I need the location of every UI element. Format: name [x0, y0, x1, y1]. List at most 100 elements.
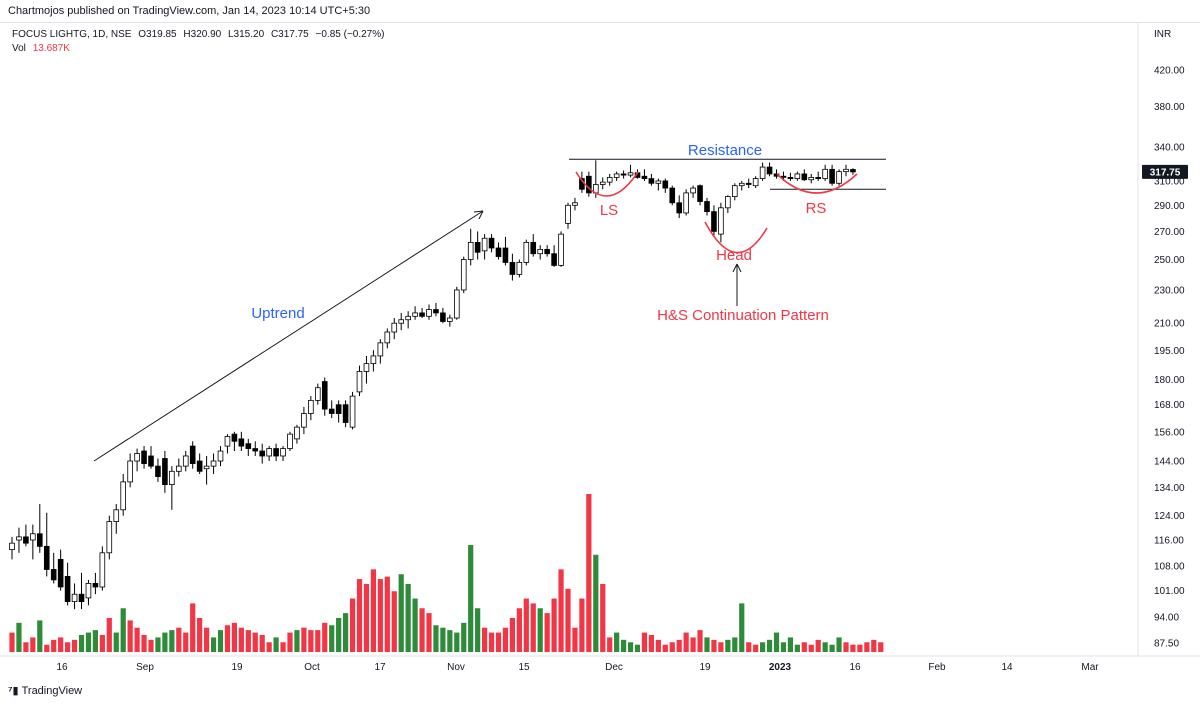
volume-bar — [370, 569, 376, 652]
candle-body — [572, 202, 578, 206]
volume-bar — [162, 632, 168, 652]
volume-bar — [447, 630, 453, 652]
candle-body — [175, 465, 182, 472]
volume-bar — [621, 639, 627, 652]
candle-body — [120, 481, 127, 511]
candle-body — [301, 413, 307, 428]
candle-body — [801, 173, 808, 181]
candle-body — [530, 241, 537, 255]
candle-body — [217, 450, 224, 462]
candle-body — [586, 175, 592, 194]
y-tick-label: 134.00 — [1154, 483, 1185, 494]
x-tick-label: 14 — [1001, 662, 1013, 673]
volume-bar — [864, 642, 870, 652]
candle-body — [690, 187, 696, 194]
volume-bar — [329, 625, 335, 652]
candle-body — [141, 450, 147, 464]
candle-body — [287, 433, 293, 449]
candle-body — [363, 363, 370, 372]
y-tick-label: 144.00 — [1154, 457, 1185, 468]
x-tick-label: 15 — [518, 662, 530, 673]
candle-body — [238, 438, 245, 447]
candle-body — [641, 175, 648, 179]
last-price-label: 317.75 — [1150, 167, 1181, 178]
volume-bar — [648, 634, 654, 652]
tradingview-logo[interactable]: ⁷▮ TradingView — [8, 684, 82, 697]
ohlc-close: C317.75 — [270, 29, 309, 40]
x-tick-label: 19 — [231, 662, 243, 673]
y-tick-label: 230.00 — [1154, 285, 1185, 296]
candle-body — [50, 569, 57, 581]
uptrend-arrow — [93, 210, 484, 462]
volume-bar — [85, 632, 92, 652]
candle-body — [280, 448, 286, 457]
volume-bar — [523, 598, 529, 652]
candle-body — [850, 169, 856, 173]
candle-body — [155, 465, 161, 477]
volume-bar — [801, 642, 807, 652]
price-chart[interactable]: Resistance Uptrend LS Head RS H&S Continuatio… — [0, 22, 1200, 678]
candle-body — [134, 453, 140, 462]
volume-bar — [294, 630, 300, 652]
y-tick-label: 270.00 — [1154, 227, 1185, 238]
candle-body — [516, 262, 523, 275]
volume-bar — [530, 603, 536, 652]
volume-bar — [502, 627, 509, 652]
candle-body — [433, 309, 439, 314]
volume-bar — [433, 625, 439, 652]
left-shoulder-label: LS — [600, 202, 618, 219]
candle-body — [460, 259, 467, 291]
volume-bar — [746, 642, 752, 652]
volume-bar — [509, 617, 515, 652]
volume-bar — [718, 642, 724, 652]
candle-body — [627, 172, 634, 176]
volume-bar — [176, 627, 182, 652]
volume-bar — [468, 545, 474, 652]
y-tick-label: 108.00 — [1154, 562, 1185, 573]
volume-bar — [183, 632, 189, 652]
candle-body — [426, 309, 432, 317]
volume-bar — [454, 632, 460, 652]
candle-body — [106, 521, 113, 554]
candle-body — [419, 312, 425, 317]
candle-body — [697, 185, 703, 202]
y-tick-label: 340.00 — [1154, 143, 1185, 154]
publisher-line: Chartmojos published on TradingView.com,… — [8, 5, 371, 17]
volume-bar — [655, 639, 661, 652]
volume-bar — [266, 642, 272, 652]
volume-bar — [711, 639, 717, 652]
volume-bar — [586, 494, 592, 652]
volume-bar — [377, 579, 383, 652]
candle-body — [16, 536, 22, 541]
symbol-name[interactable]: FOCUS LIGHTG, 1D, NSE — [12, 29, 132, 40]
tv-logo-text: TradingView — [21, 685, 83, 697]
candle-body — [342, 404, 349, 423]
candle-body — [759, 166, 766, 179]
candle-body — [224, 436, 231, 447]
volume-bar — [204, 627, 210, 652]
volume-bar — [676, 639, 682, 652]
volume-bar — [627, 642, 634, 652]
volume-bar — [739, 603, 745, 652]
candle-body — [745, 182, 752, 185]
symbol-legend: FOCUS LIGHTG, 1D, NSE O319.85 H320.90 L3… — [12, 28, 388, 56]
candle-body — [481, 237, 488, 252]
candle-body — [822, 168, 828, 179]
candle-body — [99, 552, 106, 588]
pattern-arrowhead — [732, 263, 742, 273]
volume-bar — [412, 598, 418, 652]
volume-bar — [760, 642, 766, 652]
candle-body — [231, 433, 238, 442]
volume-bar — [155, 637, 161, 652]
volume-bar — [787, 637, 793, 652]
volume-bar — [426, 613, 432, 652]
volume-bar — [65, 642, 71, 652]
candle-body — [259, 450, 265, 457]
volume-bar — [308, 630, 314, 652]
candle-body — [245, 443, 252, 449]
candle-body — [370, 355, 377, 365]
volume-bar — [252, 632, 258, 652]
y-tick-label: 87.50 — [1154, 639, 1179, 650]
volume-bar — [301, 627, 307, 652]
candle-body — [766, 166, 773, 175]
